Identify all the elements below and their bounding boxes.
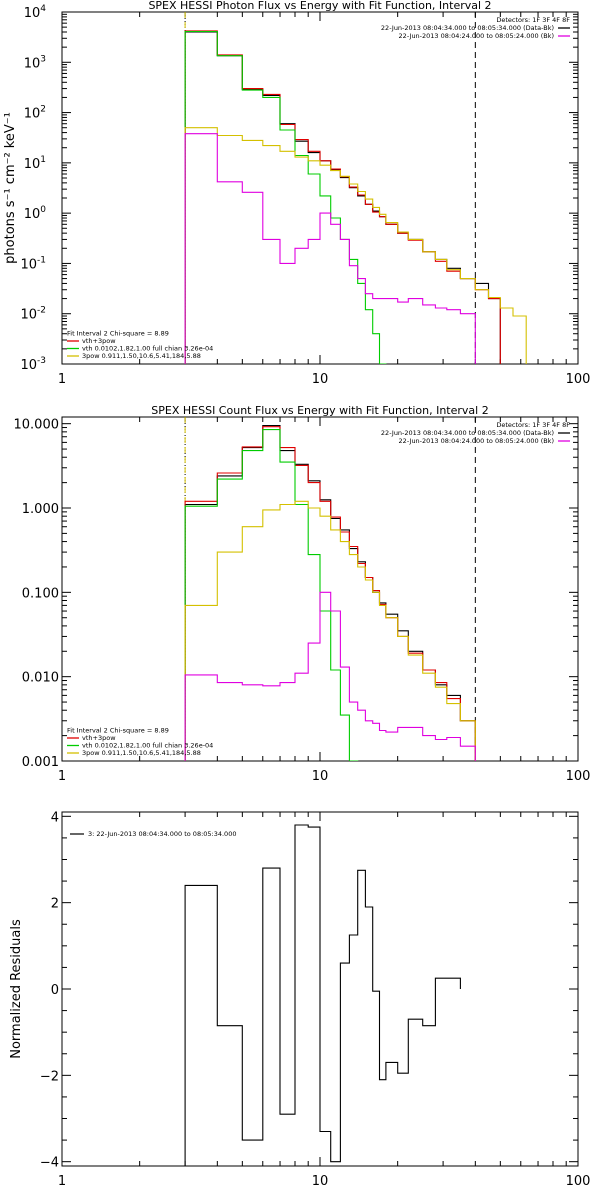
chart-panel-3: 1 10 100 −4 −2 0 2 4 Normalized Residuals 3: 22-J… <box>9 810 590 1189</box>
y-tick-base: 10 <box>20 358 37 373</box>
chart-title: SPEX HESSI Count Flux vs Energy with Fit… <box>151 404 488 417</box>
legend-header: Detectors: 1F 3F 4F 8F <box>496 421 570 429</box>
series-line-3 <box>184 30 387 364</box>
y-tick-label: 1.000 <box>22 502 59 517</box>
y-tick-exponent: 0 <box>40 205 46 215</box>
x-tick-label: 1 <box>58 372 66 387</box>
y-tick-base: 10 <box>24 107 41 122</box>
y-tick-base: 10 <box>24 207 41 222</box>
x-tick-label: 1 <box>58 769 66 784</box>
y-tick-label: 102 <box>24 105 46 122</box>
y-tick-exponent: -1 <box>37 255 46 265</box>
legend-entry: vth+3pow <box>82 734 116 742</box>
chart-panel-1: SPEX HESSI Photon Flux vs Energy with Fi… <box>3 0 590 387</box>
y-tick-base: 10 <box>20 308 37 323</box>
y-tick-exponent: 2 <box>40 105 46 115</box>
y-tick-label: 10-3 <box>20 356 46 373</box>
legend-entry: 22-Jun-2013 08:04:24.000 to 08:05:24.000… <box>399 437 554 445</box>
y-tick-label: 104 <box>24 4 47 21</box>
y-tick-label: −2 <box>40 1069 59 1084</box>
x-tick-label: 100 <box>566 769 591 784</box>
legend-entry: 3: 22-Jun-2013 08:04:34.000 to 08:05:34.… <box>88 830 236 838</box>
series-line-3 <box>184 429 359 761</box>
y-tick-base: 10 <box>24 6 41 21</box>
y-tick-label: 100 <box>24 205 47 222</box>
series-line-1 <box>184 824 461 1166</box>
legend-header: Detectors: 1F 3F 4F 8F <box>496 16 570 24</box>
y-axis-label: photons s⁻¹ cm⁻² keV⁻¹ <box>3 112 18 264</box>
y-tick-base: 10 <box>24 56 41 71</box>
y-tick-base: 10 <box>20 257 37 272</box>
y-tick-label: 2 <box>51 897 59 912</box>
legend-entry: 3pow 0.911,1.50,10.6,5.41,184,5.88 <box>82 749 201 757</box>
legend-header: Fit Interval 2 Chi-square = 8.89 <box>67 330 169 338</box>
legend-entry: vth 0.0102,1.82,1.00 full chian 3.26e-04 <box>82 345 213 353</box>
series-group <box>184 425 476 761</box>
x-tick-label: 10 <box>312 372 329 387</box>
y-tick-label: 0.010 <box>22 671 59 686</box>
legend-entry: 22-Jun-2013 08:04:34.000 to 08:05:34.000… <box>381 24 554 32</box>
y-tick-label: 0.001 <box>22 755 59 770</box>
y-axis-label: Normalized Residuals <box>9 919 24 1059</box>
y-tick-label: 101 <box>24 155 46 172</box>
chart-title: SPEX HESSI Photon Flux vs Energy with Fi… <box>148 0 491 12</box>
series-line-5 <box>184 133 476 364</box>
y-tick-label: 0.100 <box>22 586 59 601</box>
y-tick-label: −4 <box>40 1156 59 1171</box>
series-line-4 <box>184 127 527 364</box>
legend-entry: 22-Jun-2013 08:04:24.000 to 08:05:24.000… <box>399 32 554 40</box>
x-tick-label: 10 <box>312 1174 329 1189</box>
series-group <box>184 824 461 1166</box>
chart-panel-2: SPEX HESSI Count Flux vs Energy with Fit… <box>14 404 591 784</box>
series-line-5 <box>184 591 476 761</box>
y-tick-exponent: -3 <box>37 356 46 366</box>
y-tick-exponent: 1 <box>40 155 46 165</box>
legend-entry: 3pow 0.911,1.50,10.6,5.41,184,5.88 <box>82 352 201 360</box>
y-tick-exponent: 4 <box>40 4 46 14</box>
y-tick-base: 10 <box>24 157 41 172</box>
y-tick-label: 10-2 <box>20 306 46 323</box>
x-tick-label: 100 <box>566 1174 591 1189</box>
y-tick-label: 10.000 <box>14 418 60 433</box>
y-tick-label: 103 <box>24 54 46 71</box>
x-tick-label: 1 <box>58 1174 66 1189</box>
series-line-4 <box>184 500 476 761</box>
y-tick-exponent: -2 <box>37 306 46 316</box>
legend-header: Fit Interval 2 Chi-square = 8.89 <box>67 727 169 735</box>
y-tick-exponent: 3 <box>40 54 46 64</box>
series-line-2 <box>184 30 501 364</box>
y-tick-label: 0 <box>51 983 59 998</box>
y-tick-label: 10-1 <box>20 255 46 272</box>
legend-entry: 22-Jun-2013 08:04:34.000 to 08:05:34.000… <box>381 429 554 437</box>
y-tick-label: 4 <box>51 810 59 825</box>
x-tick-label: 100 <box>566 372 591 387</box>
legend-entry: vth+3pow <box>82 337 116 345</box>
series-line-1 <box>184 31 501 364</box>
legend-entry: vth 0.0102,1.82,1.00 full chian 3.26e-04 <box>82 742 213 750</box>
x-tick-label: 10 <box>312 769 329 784</box>
series-group <box>184 30 527 364</box>
